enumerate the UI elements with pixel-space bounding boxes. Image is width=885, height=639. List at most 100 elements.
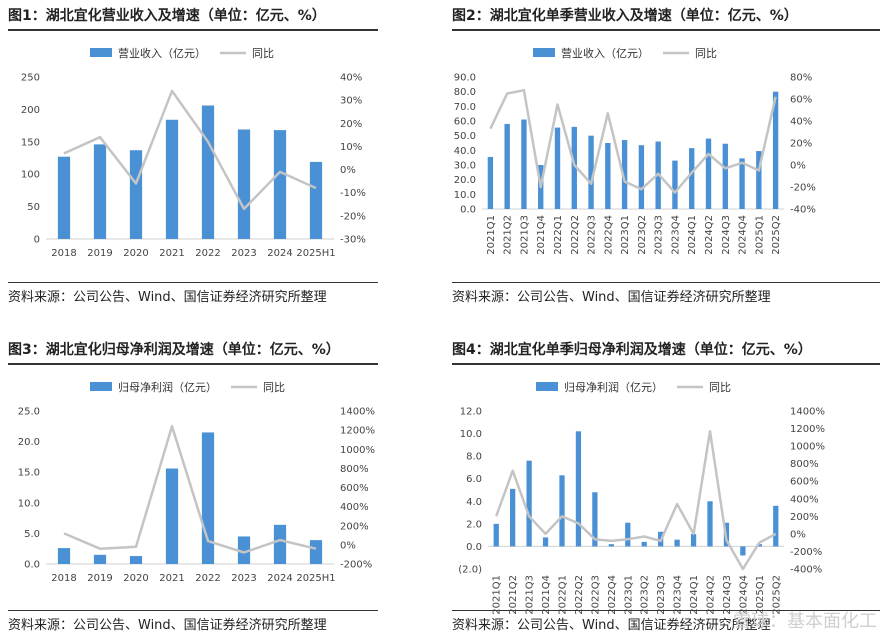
y-tick-label: 10.0 bbox=[460, 429, 482, 440]
bar bbox=[740, 546, 746, 556]
bar bbox=[689, 148, 695, 209]
chart-profit-quarterly: 归母净利润（亿元） 同比 (2.0) 0.0 2.0 4.0 6.0 8.0 10.0 12.0 -… bbox=[458, 380, 825, 615]
x-tick-label: 2022 bbox=[195, 573, 220, 584]
bar bbox=[707, 501, 713, 547]
x-tick-label: 2024Q1 bbox=[689, 575, 700, 615]
y2-tick-label: 1000% bbox=[790, 442, 825, 453]
chart-source: 资料来源：公司公告、Wind、国信证券经济研究所整理 bbox=[8, 290, 327, 305]
legend-bar-swatch bbox=[90, 48, 112, 57]
bar bbox=[739, 158, 745, 209]
source-rule bbox=[8, 610, 378, 611]
source-rule bbox=[8, 282, 378, 283]
yoy-line bbox=[489, 88, 777, 194]
y-tick-label: 20.0 bbox=[454, 175, 476, 186]
y-tick-label: 10.0 bbox=[454, 190, 476, 201]
bar bbox=[165, 119, 179, 239]
bar bbox=[559, 475, 565, 547]
y-tick-label: 200 bbox=[21, 105, 40, 116]
y2-tick-label: 1400% bbox=[340, 407, 375, 418]
chart-title: 图1：湖北宜化营业收入及增速（单位：亿元、%） bbox=[8, 8, 326, 24]
chart-panel-1: 图1：湖北宜化营业收入及增速（单位：亿元、%） 营业收入（亿元） 同比 0 50 100… bbox=[8, 5, 378, 305]
x-tick-label: 2024Q2 bbox=[706, 575, 717, 615]
x-tick-label: 2018 bbox=[51, 248, 76, 259]
y2-tick-label: -20% bbox=[340, 211, 366, 222]
bar bbox=[57, 156, 71, 239]
y-tick-label: 80.0 bbox=[454, 87, 476, 98]
y-tick-label: 150 bbox=[21, 137, 40, 148]
title-rule bbox=[8, 29, 378, 31]
y2-tick-label: 1200% bbox=[340, 426, 375, 437]
y-tick-label: 10.0 bbox=[18, 498, 40, 509]
x-tick-label: 2022Q1 bbox=[553, 215, 564, 255]
bar bbox=[273, 130, 287, 239]
y-tick-label: 60.0 bbox=[454, 117, 476, 128]
bar bbox=[605, 143, 611, 209]
title-rule bbox=[8, 363, 378, 365]
bar bbox=[493, 523, 499, 547]
x-tick-label: 2025H1 bbox=[296, 248, 335, 259]
x-tick-label: 2022Q3 bbox=[590, 575, 601, 615]
x-tick-label: 2024 bbox=[267, 573, 292, 584]
y2-tick-label: 0% bbox=[340, 540, 356, 551]
x-tick-label: 2021Q1 bbox=[486, 215, 497, 255]
x-tick-label: 2024Q4 bbox=[738, 575, 749, 615]
bar bbox=[521, 119, 527, 209]
y2-tick-label: 40% bbox=[790, 117, 812, 128]
y2-tick-label: -200% bbox=[340, 560, 372, 571]
y2-tick-label: -30% bbox=[340, 235, 366, 246]
y2-tick-label: -400% bbox=[790, 565, 822, 576]
y2-tick-label: 0% bbox=[340, 165, 356, 176]
bar bbox=[773, 505, 779, 547]
bar bbox=[93, 554, 107, 564]
legend-label-line: 同比 bbox=[263, 381, 285, 394]
x-tick-label: 2021Q4 bbox=[541, 575, 552, 615]
bar bbox=[722, 143, 728, 209]
bar bbox=[201, 432, 215, 564]
bar bbox=[487, 156, 494, 209]
legend-label-line: 同比 bbox=[252, 47, 274, 60]
bar bbox=[638, 145, 645, 209]
x-tick-label: 2025Q2 bbox=[771, 215, 782, 255]
y2-tick-label: 20% bbox=[790, 139, 812, 150]
y2-tick-label: 10% bbox=[340, 142, 362, 153]
bar bbox=[237, 536, 251, 564]
y2-tick-label: 800% bbox=[790, 459, 819, 470]
x-tick-label: 2025H1 bbox=[296, 573, 335, 584]
bar bbox=[57, 548, 71, 564]
y-tick-label: 5.0 bbox=[24, 529, 40, 540]
yoy-line bbox=[63, 425, 317, 554]
source-rule bbox=[452, 282, 880, 283]
x-tick-label: 2021Q3 bbox=[519, 215, 530, 255]
bar bbox=[690, 534, 697, 547]
x-tick-label: 2023Q3 bbox=[654, 215, 665, 255]
x-tick-label: 2021Q4 bbox=[536, 215, 547, 255]
x-tick-label: 2022Q1 bbox=[558, 575, 569, 615]
y-tick-label: 100 bbox=[21, 170, 40, 181]
y-tick-label: (2.0) bbox=[458, 565, 482, 576]
bar bbox=[129, 150, 143, 239]
x-tick-label: 2025Q1 bbox=[754, 215, 765, 255]
x-tick-label: 2019 bbox=[87, 573, 112, 584]
legend-label-bars: 营业收入（亿元） bbox=[118, 46, 206, 60]
bar bbox=[309, 161, 323, 239]
y2-tick-label: 1000% bbox=[340, 445, 375, 456]
bar bbox=[705, 138, 712, 209]
y2-tick-label: 1400% bbox=[790, 407, 825, 418]
bar bbox=[592, 492, 598, 547]
bar bbox=[237, 129, 251, 239]
y2-tick-label: 20% bbox=[340, 119, 362, 130]
y2-tick-label: 400% bbox=[790, 494, 819, 505]
y-tick-label: 0.0 bbox=[466, 542, 482, 553]
y-tick-label: 2.0 bbox=[466, 519, 482, 530]
y-tick-label: 6.0 bbox=[466, 474, 482, 485]
y2-tick-label: 40% bbox=[340, 73, 362, 84]
y-tick-label: 15.0 bbox=[18, 468, 40, 479]
x-tick-label: 2021 bbox=[159, 248, 184, 259]
bar bbox=[608, 544, 614, 547]
y2-tick-label: 600% bbox=[790, 477, 819, 488]
watermark: 雪球：基本面化工 bbox=[733, 611, 877, 632]
source-rule bbox=[452, 610, 880, 611]
bar bbox=[201, 105, 215, 240]
x-tick-label: 2021Q2 bbox=[503, 215, 514, 255]
y2-tick-label: 1200% bbox=[790, 424, 825, 435]
